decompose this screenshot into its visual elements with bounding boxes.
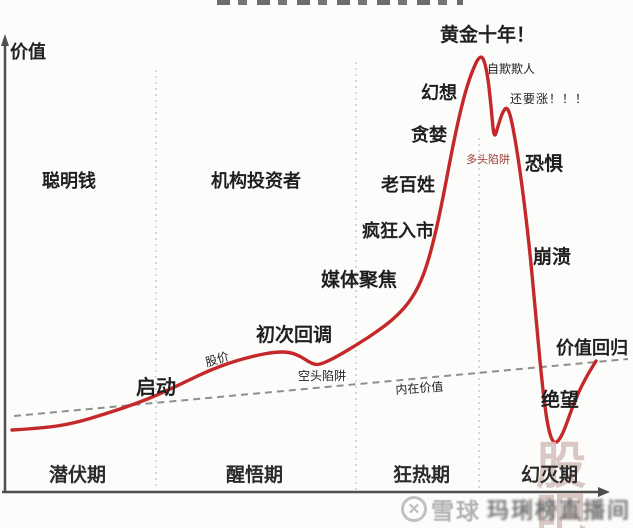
label-institutions: 机构投资者 xyxy=(211,171,301,191)
phase-separators xyxy=(155,62,480,490)
label-greed: 贪婪 xyxy=(411,125,447,145)
label-bear-trap: 空头陷阱 xyxy=(298,369,347,383)
price-curve xyxy=(10,55,598,445)
label-media-focus: 媒体聚焦 xyxy=(321,270,398,291)
xueqiu-watermark-text: 雪球 xyxy=(431,498,481,524)
cropped-title-fragment xyxy=(217,0,463,5)
label-intrinsic-value: 内在价值 xyxy=(394,379,444,397)
label-bull-trap: 多头陷阱 xyxy=(466,154,510,166)
phase-awareness: 醒悟期 xyxy=(226,465,284,486)
y-axis-arrow-icon xyxy=(1,34,9,46)
label-take-off: 启动 xyxy=(136,377,176,399)
label-delusion: 幻想 xyxy=(421,83,457,103)
intrinsic-value-line xyxy=(13,358,629,417)
label-first-pullback: 初次回调 xyxy=(256,325,333,346)
xueqiu-snowball-logo-icon: ✕ xyxy=(401,496,427,522)
label-frenzied-entry: 疯狂入市 xyxy=(362,221,434,241)
illegible-overlay-watermark: 玛琍榜直播间 xyxy=(487,498,632,523)
phase-blowoff: 幻灭期 xyxy=(521,465,579,486)
label-return-to-value: 价值回归 xyxy=(556,338,628,358)
label-crash: 崩溃 xyxy=(533,247,572,268)
phase-stealth: 潜伏期 xyxy=(49,465,107,486)
label-still-rising: 还要涨！！！ xyxy=(510,92,589,106)
label-fear: 恐惧 xyxy=(525,154,564,175)
axes xyxy=(1,34,610,497)
label-despair: 绝望 xyxy=(541,390,580,411)
x-axis-arrow-icon xyxy=(598,487,610,497)
y-axis-label: 价值 xyxy=(10,42,46,62)
bottom-watermark-row: ✕ 雪球 玛琍榜直播间 xyxy=(401,493,631,525)
phase-mania: 狂热期 xyxy=(393,465,451,486)
label-smart-money: 聪明钱 xyxy=(42,171,96,191)
label-golden-decade: 黄金十年！ xyxy=(440,25,536,46)
label-general-public: 老百姓 xyxy=(381,175,435,195)
guba-watermark: 股吧 xyxy=(536,438,589,528)
label-self-deception: 自欺欺人 xyxy=(487,62,536,76)
